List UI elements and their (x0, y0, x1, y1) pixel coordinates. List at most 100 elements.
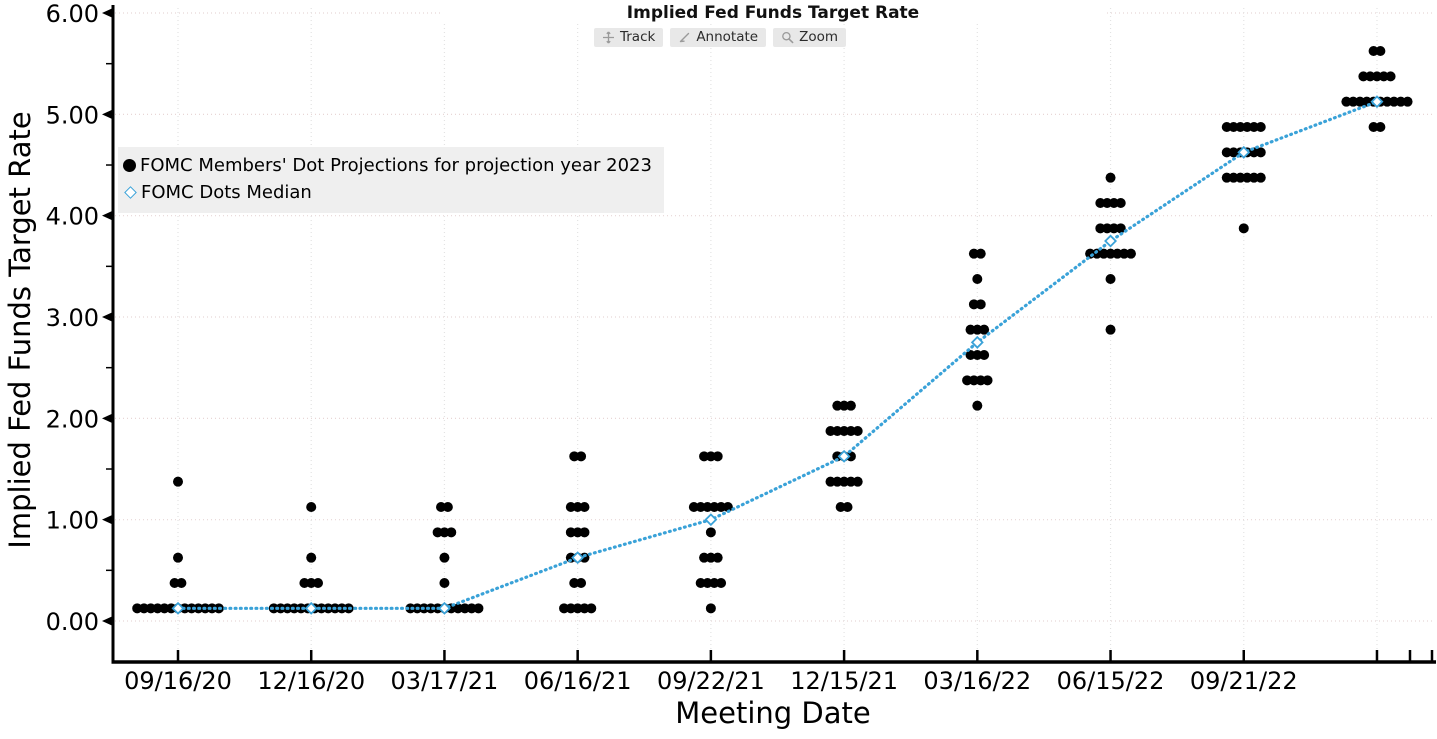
fomc-dot (306, 502, 317, 513)
fomc-dot (586, 603, 597, 614)
fomc-dot (845, 451, 856, 462)
y-tick-label: 5.00 (46, 101, 99, 129)
fomc-dot (705, 603, 716, 614)
y-major-tick (102, 8, 113, 19)
fomc-dot (852, 426, 863, 437)
y-tick-label: 6.00 (46, 0, 99, 28)
fomc-dot (306, 552, 317, 563)
fomc-dot (576, 578, 587, 589)
fomc-dot (1125, 248, 1136, 259)
fomc-dot (712, 552, 723, 563)
fomc-dot (1105, 172, 1116, 183)
fomc-dot (852, 476, 863, 487)
legend-blue-diamond-marker (124, 186, 137, 199)
track-button-label: Track (619, 29, 656, 45)
fomc-dot (446, 527, 457, 538)
x-tick-label: 09/22/21 (657, 667, 765, 695)
fomc-dot (1255, 172, 1266, 183)
x-tick-label: 12/15/21 (790, 667, 898, 695)
median-diamond (970, 335, 984, 349)
median-diamond (304, 601, 318, 615)
y-major-tick (102, 616, 113, 626)
fomc-dot (176, 578, 187, 589)
median-diamond (837, 449, 851, 463)
zoom-button[interactable]: Zoom (773, 28, 847, 47)
fomc-dot (473, 603, 484, 614)
annotate-button-label: Annotate (696, 29, 759, 45)
y-tick-label: 4.00 (46, 203, 99, 231)
legend-item-dot-projections: FOMC Members' Dot Projections for projec… (123, 152, 652, 179)
median-diamond (171, 601, 185, 615)
track-crosshair-icon (602, 31, 615, 44)
fomc-dot (975, 248, 986, 259)
fomc-dot (845, 400, 856, 411)
fomc-dot (1402, 96, 1413, 107)
annotate-button[interactable]: Annotate (670, 28, 767, 47)
fomc-dot (972, 400, 983, 411)
fomc-dot (972, 274, 983, 285)
y-tick-label: 3.00 (46, 304, 99, 332)
fomc-dot (576, 451, 587, 462)
fomc-dot (979, 324, 990, 335)
fomc-dot (579, 527, 590, 538)
chart-toolbar: Track Annotate Zoom (560, 28, 880, 47)
y-major-tick (102, 109, 113, 120)
fomc-dot (439, 578, 450, 589)
fomc-dot (442, 502, 453, 513)
y-tick-label: 0.00 (46, 608, 99, 636)
fomc-dot (1255, 122, 1266, 133)
x-tick-label: 09/16/20 (124, 667, 232, 695)
fomc-dot (173, 552, 183, 563)
fomc-dot (1375, 46, 1386, 57)
median-diamond (571, 551, 585, 565)
fomc-dot (1105, 324, 1116, 335)
legend-label: FOMC Members' Dot Projections for projec… (140, 155, 652, 176)
track-button[interactable]: Track (593, 28, 664, 47)
x-axis-title: Meeting Date (675, 696, 871, 730)
x-tick-label: 03/17/21 (391, 667, 499, 695)
annotate-pencil-icon (678, 31, 691, 44)
x-tick-label: 12/16/20 (257, 667, 365, 695)
x-tick-label: 03/16/22 (923, 667, 1031, 695)
x-tick-label: 09/21/22 (1190, 667, 1298, 695)
median-diamond (1104, 234, 1118, 248)
fomc-dot (173, 476, 183, 487)
fomc-dot (439, 552, 450, 563)
legend-label: FOMC Dots Median (141, 182, 312, 203)
fomc-dot (1385, 71, 1396, 82)
x-tick-label: 06/15/22 (1057, 667, 1165, 695)
fomc-dot (842, 502, 853, 513)
fomc-dot (975, 299, 986, 310)
fomc-dot (712, 451, 723, 462)
fomc-dot (982, 375, 993, 386)
median-line (176, 100, 1379, 610)
fomc-dot (722, 502, 733, 513)
zoom-button-label: Zoom (799, 29, 839, 45)
fomc-dot (579, 502, 590, 513)
chart-title: Implied Fed Funds Target Rate (440, 3, 1106, 24)
fomc-dot (1375, 122, 1386, 133)
fomc-dot (579, 552, 590, 563)
fomc-dot (1115, 223, 1126, 234)
fomc-dot (705, 527, 716, 538)
y-major-tick (102, 514, 113, 525)
fomc-dot (1105, 274, 1116, 285)
fomc-dot (1115, 198, 1126, 209)
fomc-dot (716, 578, 727, 589)
legend-item-median: FOMC Dots Median (123, 179, 652, 206)
fomc-dot (313, 578, 324, 589)
fomc-dot (979, 350, 990, 361)
median-diamond (1370, 95, 1384, 109)
legend-black-dot-marker (123, 159, 136, 172)
zoom-magnifier-icon (781, 31, 794, 44)
median-diamond (1237, 145, 1251, 159)
fomc-dot (1238, 223, 1249, 234)
x-tick-label: 06/16/21 (524, 667, 632, 695)
y-major-tick (102, 210, 113, 221)
y-tick-label: 2.00 (46, 405, 99, 433)
median-diamond (704, 513, 718, 527)
y-tick-label: 1.00 (46, 507, 99, 535)
legend: FOMC Members' Dot Projections for projec… (118, 147, 664, 213)
